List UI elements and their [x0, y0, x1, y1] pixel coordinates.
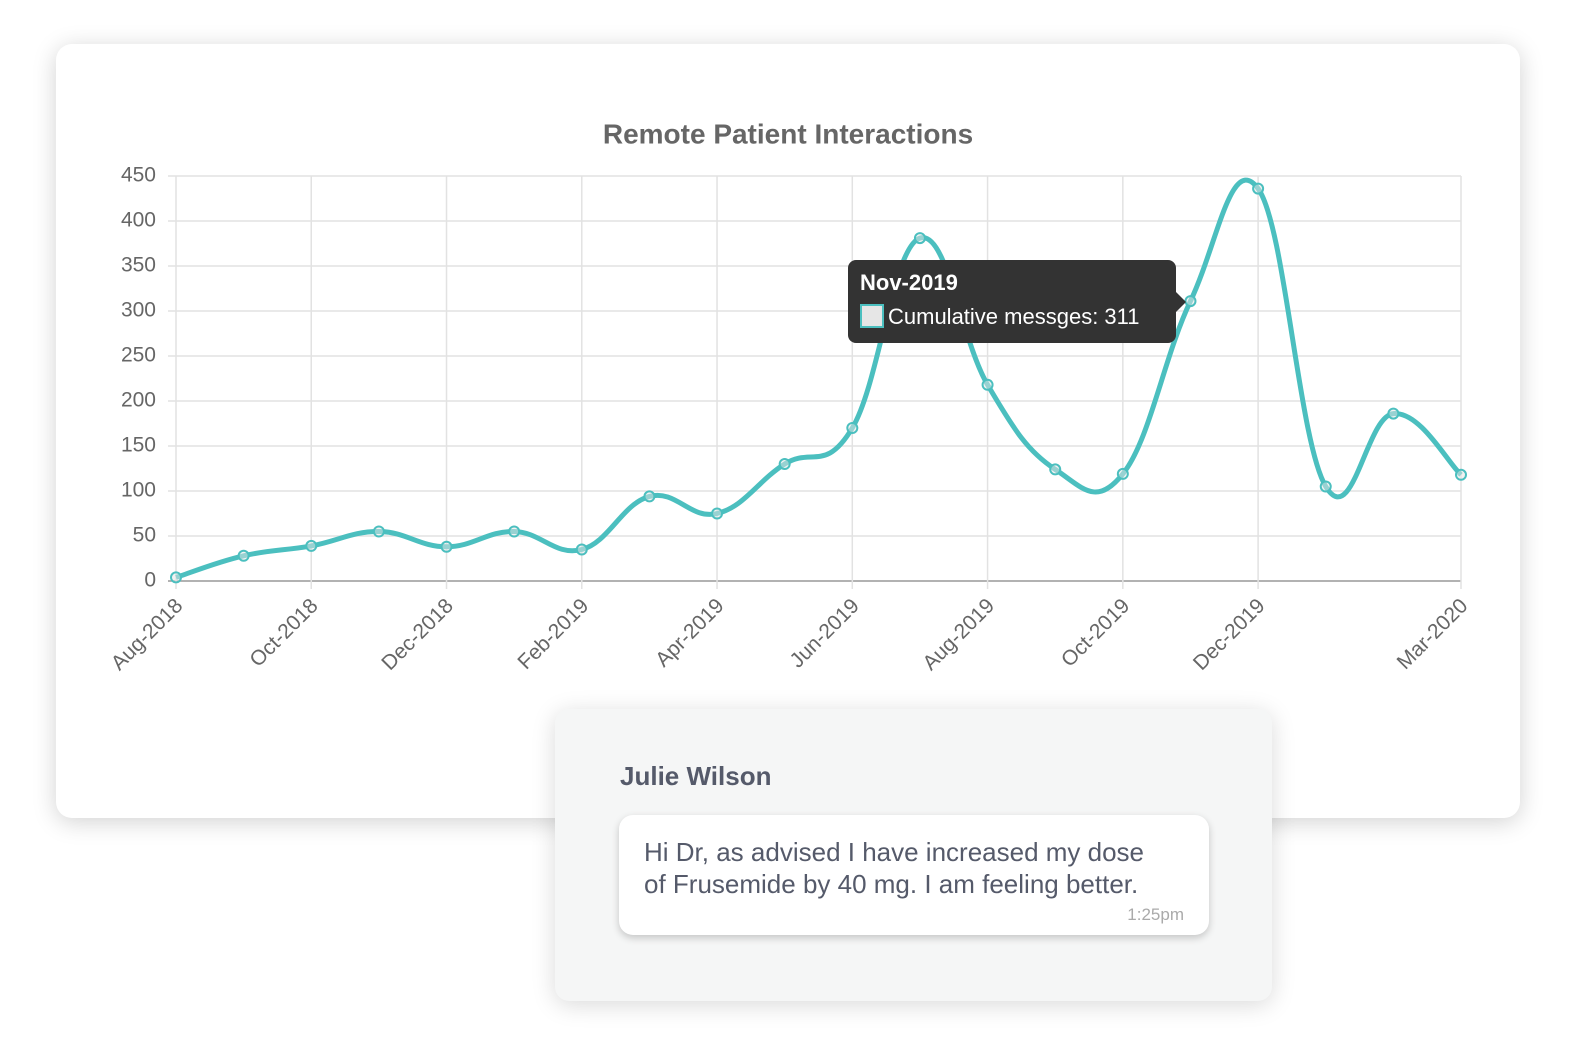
chart-card: [56, 44, 1520, 818]
y-tick-label: 150: [121, 434, 156, 457]
y-tick-label: 450: [121, 164, 156, 187]
data-point: [440, 540, 453, 553]
x-tick-label: Oct-2019: [1057, 594, 1134, 671]
data-point: [305, 539, 318, 552]
data-point: [1252, 182, 1265, 195]
tooltip-label: Cumulative messges: 311: [888, 304, 1140, 329]
sender: Julie Wilson: [620, 761, 772, 791]
tooltip-title: Nov-2019: [860, 270, 958, 295]
data-point: [170, 571, 182, 584]
data-point: [981, 378, 994, 391]
y-tick-label: 400: [121, 209, 156, 232]
message-line: of Frusemide by 40 mg. I am feeling bett…: [644, 869, 1139, 899]
tooltip-swatch: [860, 304, 884, 328]
data-point: [846, 422, 859, 434]
data-point: [1319, 480, 1332, 493]
x-tick-label: Aug-2018: [107, 594, 188, 675]
tooltip: Nov-2019 Cumulative messges: 311: [848, 260, 1186, 343]
y-tick-label: 300: [121, 299, 156, 322]
x-tick-label: Feb-2019: [513, 594, 593, 674]
data-point: [508, 525, 521, 538]
y-tick-label: 0: [144, 569, 156, 592]
y-tick-label: 250: [121, 344, 156, 367]
data-point: [372, 525, 385, 538]
data-point: [643, 490, 656, 503]
message-bubble: Hi Dr, as advised I have increased my do…: [619, 815, 1209, 935]
data-line: [175, 177, 1463, 580]
x-tick-label: Dec-2018: [377, 594, 458, 675]
data-point: [711, 507, 724, 520]
data-point: [778, 458, 791, 470]
x-tick-label: Aug-2019: [918, 594, 999, 675]
x-tick-label: Dec-2019: [1189, 594, 1270, 675]
chart-title: Remote Patient Interactions: [603, 118, 973, 149]
x-tick-label: Apr-2019: [651, 594, 728, 671]
y-tick-label: 200: [121, 389, 156, 412]
x-tick-label: Oct-2018: [245, 594, 322, 671]
x-tick-label: Mar-2020: [1393, 594, 1473, 674]
data-point: [575, 543, 588, 556]
y-tick-label: 100: [121, 479, 156, 502]
message-line: Hi Dr, as advised I have increased my do…: [644, 837, 1145, 867]
data-point: [1455, 468, 1467, 481]
data-point: [1049, 463, 1062, 476]
x-tick-label: Jun-2019: [786, 594, 864, 672]
data-point: [237, 549, 250, 562]
data-point: [1116, 467, 1129, 480]
message-time: 1:25pm: [1127, 905, 1184, 924]
data-point: [1184, 295, 1197, 308]
y-tick-label: 50: [133, 524, 156, 547]
data-point: [913, 232, 926, 245]
data-point: [1387, 407, 1400, 420]
y-tick-label: 350: [121, 254, 156, 277]
message-panel: Julie Wilson Hi Dr, as advised I have in…: [555, 709, 1272, 1001]
